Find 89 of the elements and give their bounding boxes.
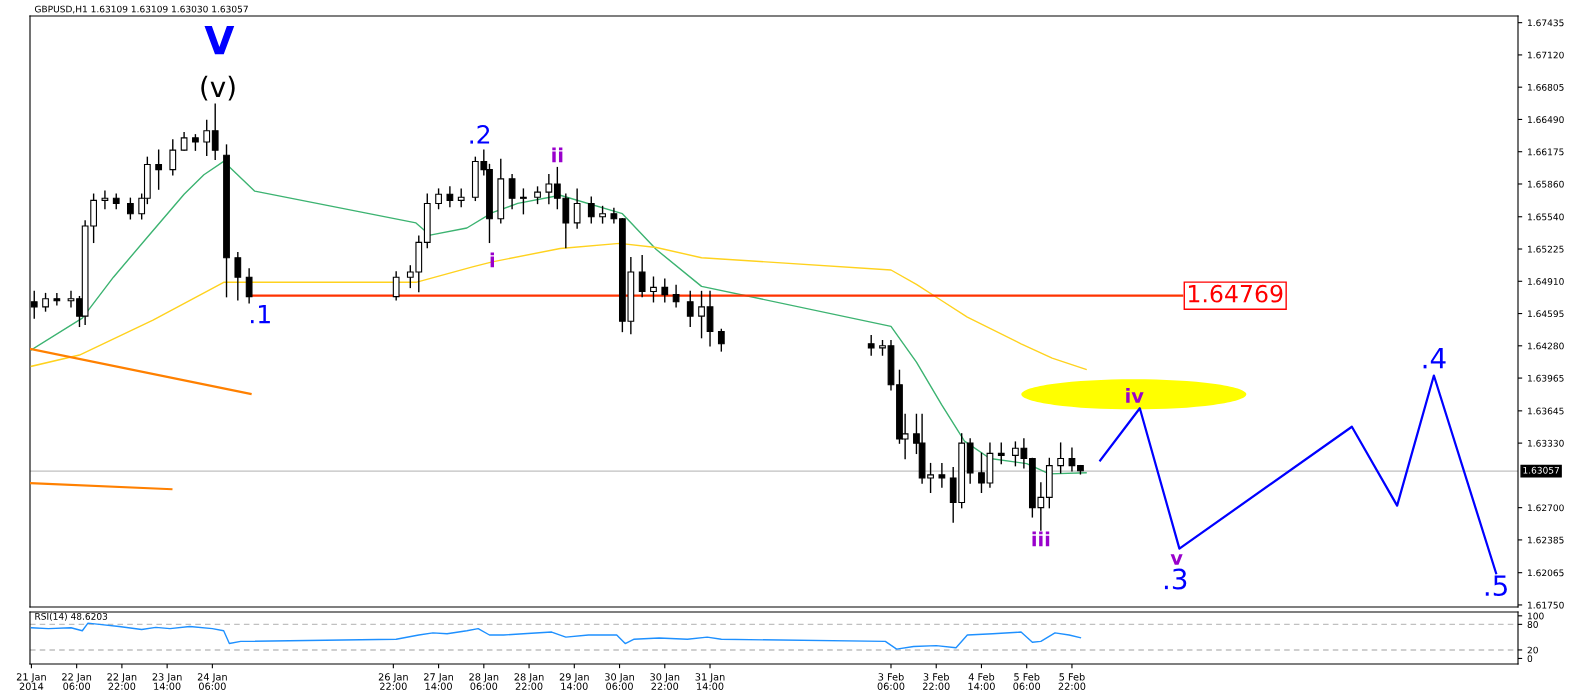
annotation: v (1170, 554, 1183, 565)
x-tick-label: 4 Feb 14:00 (968, 673, 995, 690)
candlestick (1057, 442, 1065, 474)
candlestick (155, 149, 163, 190)
candlestick (211, 103, 219, 161)
candlestick (101, 190, 109, 210)
y-tick-label: 0 (1527, 655, 1533, 663)
annotation: .3 (1164, 568, 1187, 590)
candlestick (938, 462, 946, 488)
y-tick-label: 1.61750 (1528, 601, 1564, 609)
y-tick-label: 1.66175 (1528, 148, 1564, 156)
y-tick-label: 100 (1528, 612, 1544, 620)
candlestick (508, 174, 516, 210)
y-tick-label: 1.67435 (1528, 19, 1564, 27)
y-tick-label: 1.65860 (1528, 180, 1564, 188)
candlestick (672, 284, 680, 308)
y-tick-label: 1.64280 (1528, 342, 1564, 350)
candlestick (997, 442, 1005, 465)
x-tick-label: 21 Jan 2014 (16, 673, 46, 690)
candlestick (126, 197, 134, 220)
y-tick-label: 1.64910 (1528, 278, 1564, 285)
ref-line-label: 1.63057 (1523, 466, 1560, 474)
y-tick-label: 1.63645 (1528, 407, 1564, 415)
annotation: iv (1126, 388, 1144, 403)
candlestick (545, 174, 553, 205)
candlestick (573, 188, 581, 229)
candlestick (638, 254, 646, 298)
y-tick-label: 1.65540 (1528, 213, 1564, 221)
y-tick-label: 1.63965 (1528, 374, 1564, 382)
candlestick (717, 328, 725, 352)
candlestick (587, 196, 595, 224)
x-tick-label: 26 Jan 22:00 (378, 673, 408, 690)
annotation: .4 (1423, 348, 1446, 369)
x-tick-label: 22 Jan 22:00 (107, 673, 137, 690)
y-tick-label: 1.62065 (1528, 569, 1564, 577)
x-tick-label: 3 Feb 06:00 (877, 673, 905, 690)
candlestick (520, 188, 527, 215)
candlestick (1068, 447, 1076, 472)
candlestick (610, 207, 618, 224)
annotation: ii (552, 147, 563, 163)
x-tick-label: 31 Jan 14:00 (695, 673, 725, 690)
candlestick (392, 271, 400, 301)
x-tick-label: 24 Jan 06:00 (197, 673, 227, 690)
chart-title: GBPUSD,H1 1.63109 1.63109 1.63030 1.63057 (34, 5, 248, 14)
x-tick-label: 3 Feb 22:00 (922, 673, 950, 690)
chart-title: RSI(14) 48.6203 (35, 612, 108, 621)
y-tick-label: 1.65225 (1528, 245, 1564, 253)
candlestick (446, 186, 454, 208)
annotation: .2 (470, 125, 490, 144)
candlestick (661, 278, 669, 303)
annotation: .5 (1485, 575, 1507, 597)
y-tick-label: 1.66805 (1528, 83, 1564, 91)
x-tick-label: 28 Jan 22:00 (514, 673, 544, 690)
y-tick-label: 1.63330 (1528, 439, 1564, 447)
candlestick (867, 334, 875, 356)
annotation: (v) (201, 75, 235, 101)
candlestick (650, 276, 657, 303)
x-tick-label: 28 Jan 06:00 (469, 673, 499, 690)
annotation: V (204, 25, 235, 55)
y-tick-label: 1.62385 (1528, 536, 1564, 544)
annotation: .1 (250, 304, 270, 324)
y-tick-label: 20 (1527, 646, 1538, 654)
y-tick-label: 1.67120 (1528, 51, 1564, 59)
candlestick (234, 251, 242, 301)
x-tick-label: 5 Feb 06:00 (1013, 673, 1041, 690)
x-tick-label: 5 Feb 22:00 (1058, 673, 1086, 690)
annotation: i (490, 252, 494, 268)
x-tick-label: 30 Jan 22:00 (650, 673, 680, 690)
y-tick-label: 1.64595 (1528, 310, 1564, 318)
x-tick-label: 30 Jan 06:00 (605, 673, 634, 690)
candlestick (67, 290, 75, 308)
candlestick (686, 290, 694, 328)
candlestick (203, 119, 211, 156)
line-series (30, 622, 1082, 650)
candlestick (435, 188, 442, 210)
candlestick (53, 292, 61, 306)
x-tick-label: 22 Jan 06:00 (62, 673, 92, 690)
y-tick-label: 1.66490 (1528, 116, 1564, 124)
x-tick-label: 29 Jan 14:00 (559, 673, 589, 690)
annotation: iii (1032, 531, 1050, 547)
line-series (30, 242, 1087, 371)
y-tick-label: 1.62700 (1528, 504, 1564, 512)
candlestick (169, 139, 177, 176)
annotation: 1.64769 (1188, 284, 1283, 303)
candlestick (245, 268, 253, 304)
x-tick-label: 27 Jan 14:00 (424, 673, 453, 690)
candlestick (698, 290, 705, 339)
x-tick-label: 23 Jan 14:00 (152, 673, 182, 690)
y-tick-label: 80 (1527, 621, 1538, 628)
